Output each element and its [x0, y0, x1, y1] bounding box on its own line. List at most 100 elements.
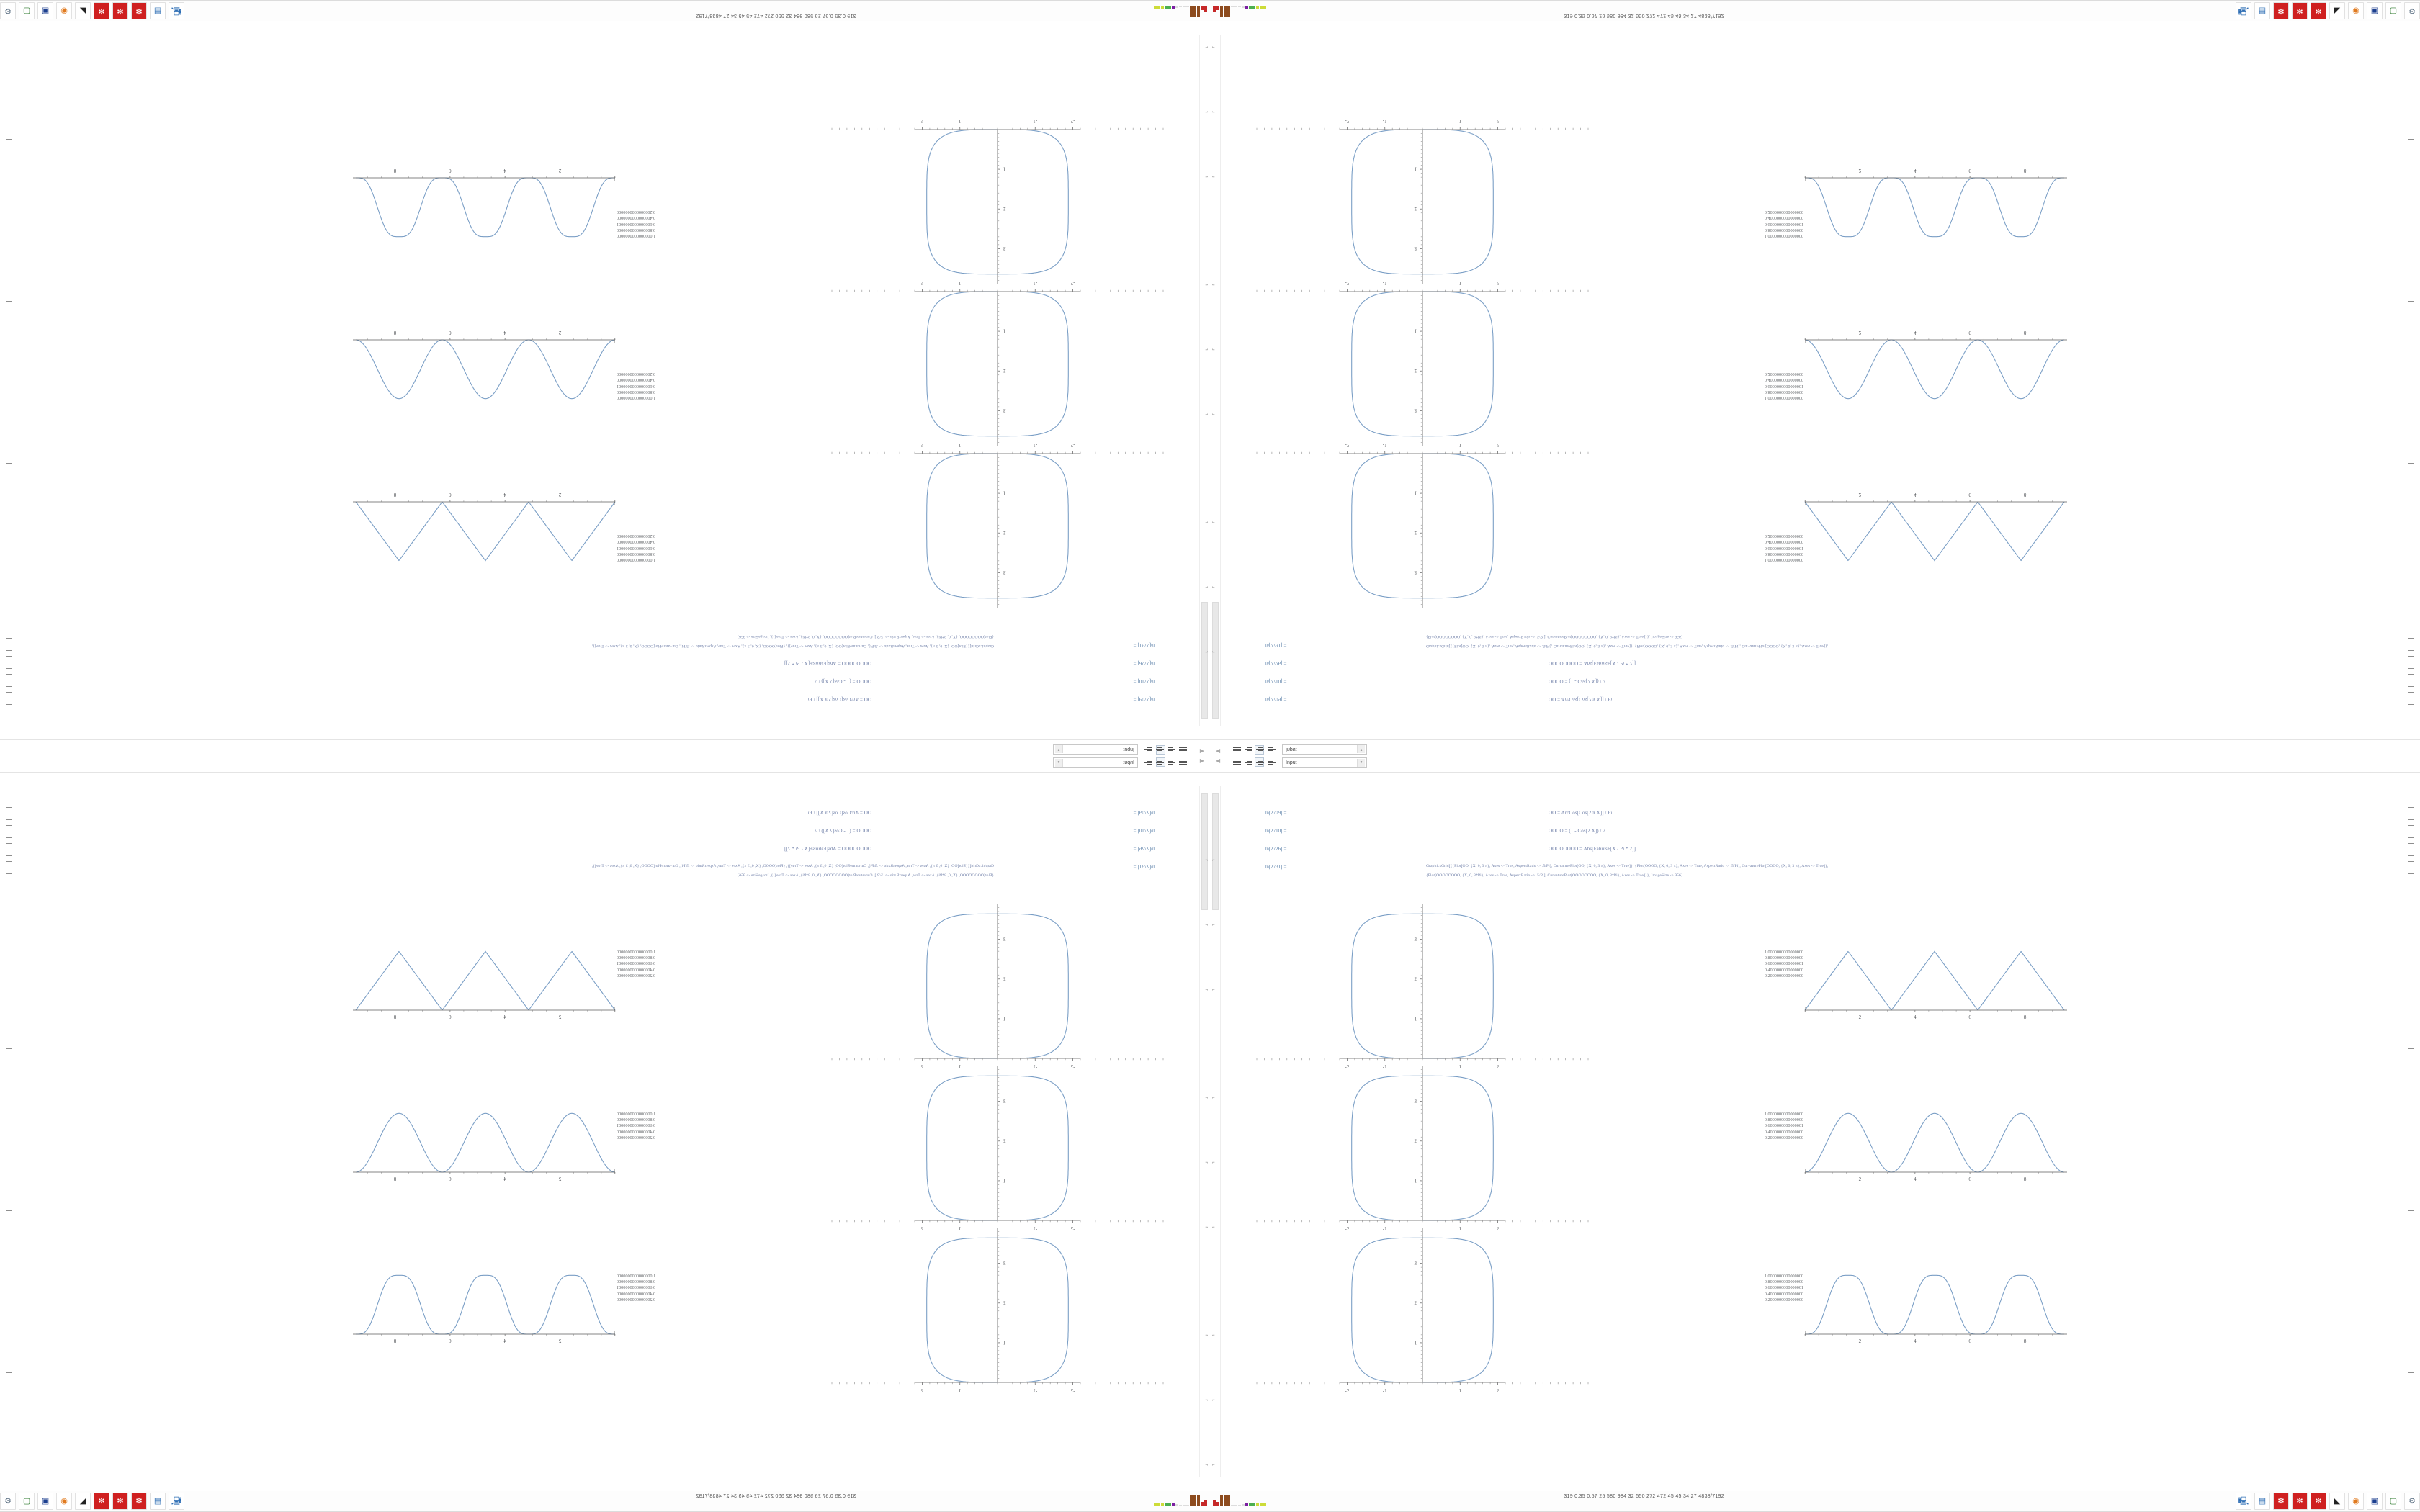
- cell-style-selector[interactable]: Input ▾: [1053, 744, 1138, 755]
- cell-bracket[interactable]: [6, 692, 12, 705]
- output-cell-bracket[interactable]: [2408, 139, 2414, 284]
- terminal-icon[interactable]: ▢: [2385, 1493, 2401, 1510]
- cell-group-marker[interactable]: ⌐: [1205, 1161, 1208, 1165]
- cell-group-marker[interactable]: ⌐: [1212, 585, 1215, 589]
- graphics-grid-code[interactable]: GraphicsGrid[{{Plot[OO, {X, 0, 3 π}, Axe…: [1426, 644, 1829, 648]
- align-button-group[interactable]: [1144, 745, 1188, 755]
- align-button-group[interactable]: [1232, 745, 1276, 755]
- output-cell-bracket[interactable]: [6, 301, 12, 446]
- save-icon[interactable]: ▣: [2367, 1493, 2383, 1510]
- cell-group-marker[interactable]: ⌐: [1212, 1333, 1215, 1338]
- cell-group-marker[interactable]: ⌐: [1212, 988, 1215, 992]
- scrollbar-thumb[interactable]: [1212, 602, 1219, 719]
- mathematica-icon[interactable]: ✻: [2311, 1493, 2326, 1510]
- align-right-button[interactable]: [1243, 757, 1252, 767]
- mathematica-icon[interactable]: ✻: [2311, 2, 2326, 19]
- mathematica-icon[interactable]: ✻: [2292, 2, 2308, 19]
- mathematica-icon[interactable]: ✻: [2292, 1493, 2308, 1510]
- cell-bracket[interactable]: [2408, 692, 2414, 705]
- input-code-line[interactable]: OO = ArcCos[Cos[2 π X]] / Pi: [807, 696, 871, 702]
- cell-style-selector[interactable]: Input ▾: [1282, 757, 1367, 768]
- input-code-line[interactable]: OO = ArcCos[Cos[2 π X]] / Pi: [1549, 696, 1613, 702]
- output-cell-bracket[interactable]: [6, 904, 12, 1049]
- cell-bracket[interactable]: [6, 861, 12, 874]
- cell-group-marker[interactable]: ⌐: [1212, 858, 1215, 863]
- monitor-icon[interactable]: 🖳: [169, 2, 184, 19]
- output-cell-bracket[interactable]: [6, 463, 12, 608]
- inkscape-icon[interactable]: ◣: [75, 1493, 91, 1510]
- calculator-icon[interactable]: ▤: [2254, 1493, 2270, 1510]
- cell-group-marker[interactable]: ⌐: [1205, 1096, 1208, 1100]
- nav-prev-group[interactable]: ◀: [1216, 757, 1220, 764]
- cell-group-marker[interactable]: ⌐: [1205, 520, 1208, 524]
- formatting-toolbar[interactable]: ◀ Input ▾: [0, 756, 1210, 773]
- align-center-button[interactable]: [1255, 757, 1264, 767]
- align-button-group[interactable]: [1144, 757, 1188, 767]
- formatting-toolbar[interactable]: ◀ Input ▾: [1210, 756, 2420, 773]
- graphics-grid-code[interactable]: {Plot[OOOOOOOO, {X, 0, 3*Pi}, Axes -> Tr…: [1426, 873, 1682, 878]
- cell-group-marker[interactable]: ⌐: [1212, 347, 1215, 351]
- cell-bracket[interactable]: [6, 656, 12, 669]
- nav-prev-icon[interactable]: ◀: [1199, 757, 1204, 764]
- settings-icon[interactable]: ⚙: [2404, 2, 2420, 19]
- cell-bracket[interactable]: [2408, 638, 2414, 651]
- cell-bracket[interactable]: [6, 807, 12, 820]
- mathematica-icon[interactable]: ✻: [131, 1493, 147, 1510]
- taskbar-icon-tray[interactable]: 🖳 ▤ ✻ ✻ ✻ ◣ ◉ ▣ ▢ ⚙: [2236, 2, 2420, 19]
- cell-group-marker[interactable]: ⌐: [1212, 109, 1215, 114]
- cell-group-marker[interactable]: ⌐: [1205, 412, 1208, 416]
- inkscape-icon[interactable]: ◣: [2329, 2, 2345, 19]
- vertical-scrollbar[interactable]: [1199, 35, 1210, 726]
- notebook-canvas[interactable]: In[2709]:= OO = ArcCos[Cos[2 π X]] / Pi In…: [0, 25, 1210, 734]
- input-code-line[interactable]: OO = ArcCos[Cos[2 π X]] / Pi: [1549, 810, 1613, 816]
- cell-group-marker[interactable]: ⌐: [1212, 282, 1215, 287]
- graphics-grid-code[interactable]: {Plot[OOOOOOOO, {X, 0, 3*Pi}, Axes -> Tr…: [1426, 634, 1682, 639]
- cell-bracket[interactable]: [6, 843, 12, 856]
- input-code-line[interactable]: OOOO = (1 - Cos[2 X]) / 2: [815, 678, 871, 684]
- align-justify-button[interactable]: [1232, 757, 1241, 767]
- mathematica-icon[interactable]: ✻: [112, 2, 128, 19]
- nav-prev-icon[interactable]: ◀: [1199, 748, 1204, 755]
- input-code-line[interactable]: OOOO = (1 - Cos[2 X]) / 2: [815, 828, 871, 834]
- monitor-icon[interactable]: 🖳: [2236, 2, 2251, 19]
- align-left-button[interactable]: [1144, 745, 1154, 755]
- cell-bracket[interactable]: [2408, 825, 2414, 838]
- output-cell-bracket[interactable]: [2408, 1066, 2414, 1211]
- settings-icon[interactable]: ⚙: [0, 1493, 16, 1510]
- inkscape-icon[interactable]: ◣: [75, 2, 91, 19]
- vertical-scrollbar[interactable]: [1199, 786, 1210, 1477]
- cell-bracket[interactable]: [6, 825, 12, 838]
- calculator-icon[interactable]: ▤: [150, 2, 166, 19]
- mathematica-icon[interactable]: ✻: [112, 1493, 128, 1510]
- cell-bracket[interactable]: [2408, 861, 2414, 874]
- cell-group-marker[interactable]: ⌐: [1205, 585, 1208, 589]
- align-left-button[interactable]: [1266, 757, 1276, 767]
- align-left-button[interactable]: [1144, 757, 1154, 767]
- scrollbar-thumb[interactable]: [1201, 602, 1208, 719]
- cell-group-marker[interactable]: ⌐: [1205, 1333, 1208, 1338]
- align-left-button[interactable]: [1266, 745, 1276, 755]
- terminal-icon[interactable]: ▢: [19, 2, 35, 19]
- cell-group-marker[interactable]: ⌐: [1212, 1225, 1215, 1230]
- firefox-icon[interactable]: ◉: [56, 2, 72, 19]
- align-justify-button[interactable]: [1179, 757, 1188, 767]
- align-center-button[interactable]: [1156, 745, 1165, 755]
- align-justify-button[interactable]: [1179, 745, 1188, 755]
- settings-icon[interactable]: ⚙: [0, 2, 16, 19]
- input-code-line[interactable]: OOOO = (1 - Cos[2 X]) / 2: [1549, 828, 1605, 834]
- cell-group-marker[interactable]: ⌐: [1212, 649, 1215, 654]
- cell-bracket[interactable]: [2408, 656, 2414, 669]
- system-taskbar[interactable]: 319 0.35 0.57 25 580 984 32 550 272 472 …: [1210, 1491, 2420, 1512]
- input-code-line[interactable]: OO = ArcCos[Cos[2 π X]] / Pi: [807, 810, 871, 816]
- nav-prev-icon[interactable]: ◀: [1216, 757, 1221, 764]
- cell-bracket[interactable]: [2408, 807, 2414, 820]
- system-taskbar[interactable]: 319 0.35 0.57 25 580 984 32 550 272 472 …: [0, 1491, 1210, 1512]
- cell-bracket[interactable]: [6, 674, 12, 687]
- cell-bracket[interactable]: [2408, 843, 2414, 856]
- cell-group-marker[interactable]: ⌐: [1212, 412, 1215, 416]
- system-taskbar[interactable]: 319 0.35 0.57 25 580 984 32 550 272 472 …: [0, 0, 1210, 21]
- chevron-down-icon[interactable]: ▾: [1055, 759, 1063, 767]
- monitor-icon[interactable]: 🖳: [169, 1493, 184, 1510]
- cell-group-marker[interactable]: ⌐: [1212, 923, 1215, 927]
- cell-group-marker[interactable]: ⌐: [1212, 1398, 1215, 1403]
